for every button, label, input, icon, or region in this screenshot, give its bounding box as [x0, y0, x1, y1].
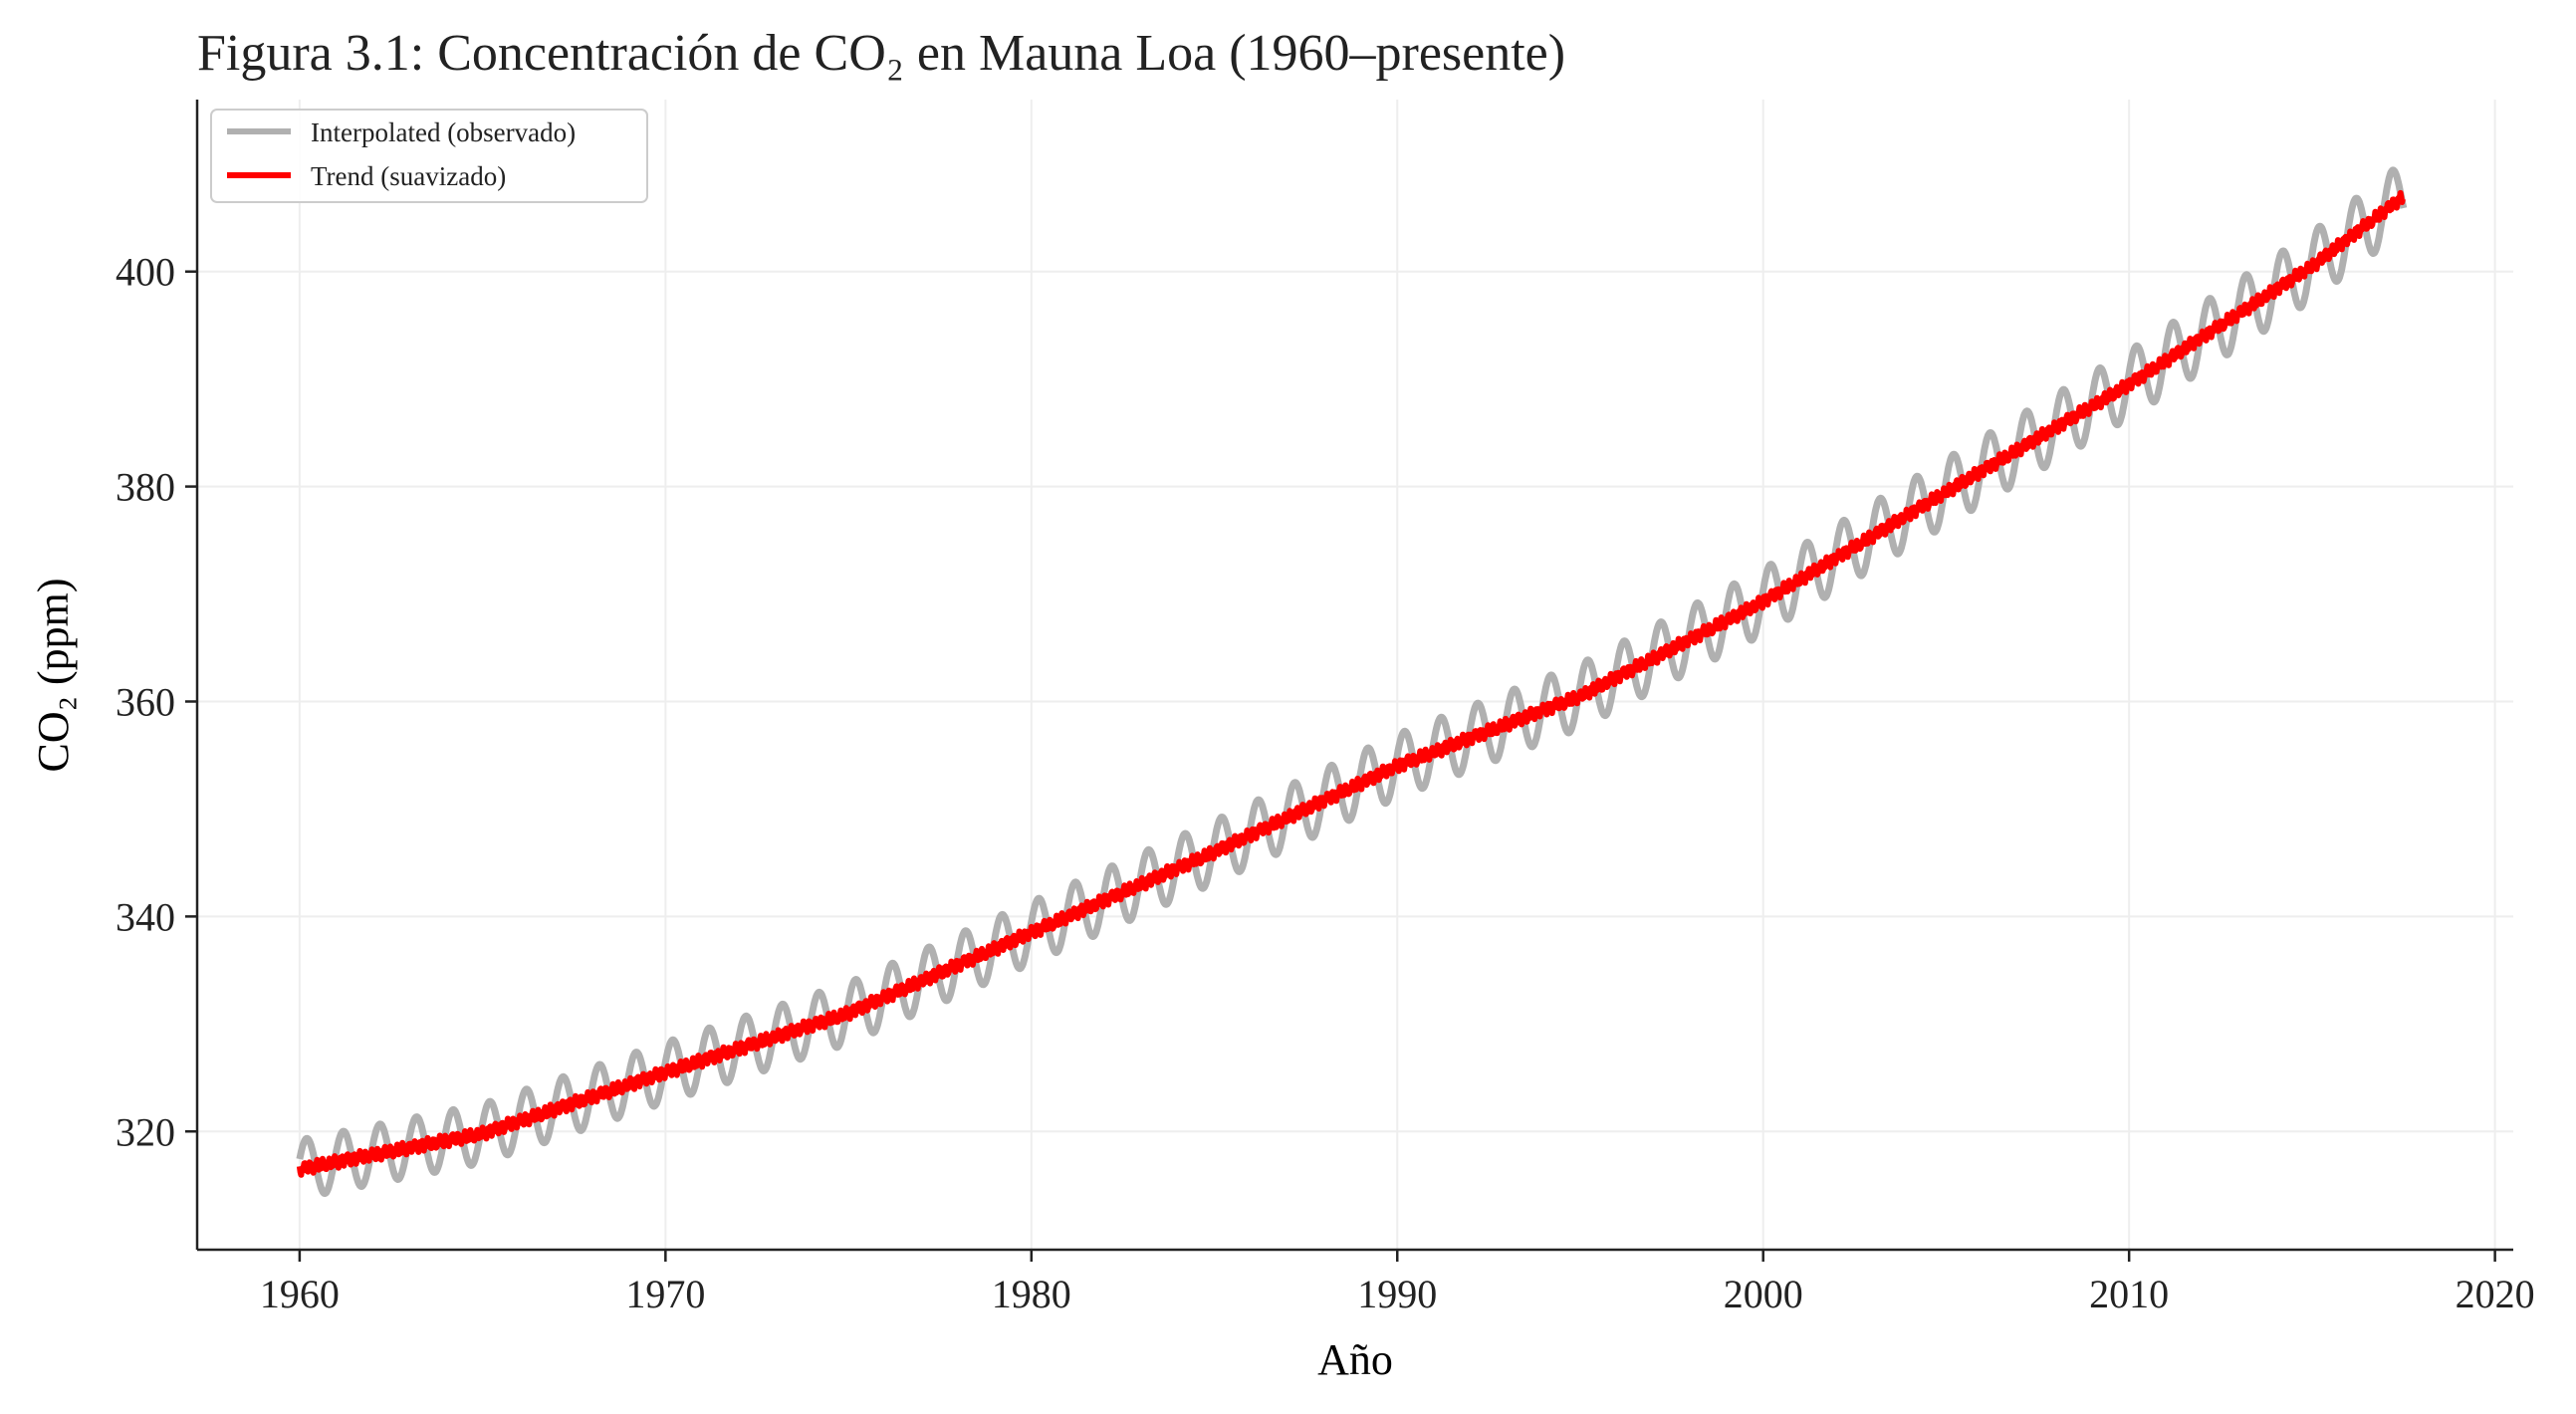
ticks-layer: 1960 1970 1980 1990 2000 2010 2020 320 340 360 380… — [116, 250, 2535, 1316]
y-tick-label: 400 — [116, 250, 175, 295]
x-tick-label: 1960 — [260, 1272, 340, 1316]
y-tick-label: 320 — [116, 1109, 175, 1154]
x-tick-label: 2000 — [1724, 1272, 1803, 1316]
x-tick-label: 1980 — [992, 1272, 1071, 1316]
x-tick-label: 1990 — [1357, 1272, 1437, 1316]
y-tick-label: 360 — [116, 679, 175, 724]
x-tick-label: 2020 — [2456, 1272, 2535, 1316]
y-axis-label: CO₂ (ppm) — [29, 579, 78, 773]
grid-layer — [197, 100, 2513, 1250]
series-line-observed — [296, 166, 2408, 1197]
x-tick-label: 2010 — [2089, 1272, 2169, 1316]
series-line-trend — [296, 189, 2406, 1178]
chart-title: Figura 3.1: Concentración de CO₂ en Maun… — [197, 25, 1565, 82]
axes-layer — [195, 100, 2513, 1252]
legend-box — [210, 109, 648, 203]
series-layer — [296, 166, 2408, 1197]
y-tick-label: 340 — [116, 894, 175, 939]
x-tick-label: 1970 — [625, 1272, 705, 1316]
legend: Interpolated (observado) Trend (suavizad… — [210, 109, 648, 203]
legend-label-trend: Trend (suavizado) — [311, 161, 506, 191]
x-axis-label: Año — [1317, 1335, 1393, 1384]
legend-label-observed: Interpolated (observado) — [311, 118, 576, 147]
y-tick-label: 380 — [116, 465, 175, 510]
